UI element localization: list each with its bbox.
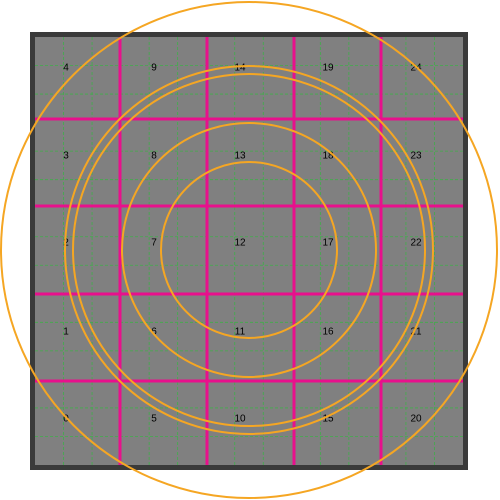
cell-label-7: 7 <box>151 238 157 249</box>
cell-label-9: 9 <box>151 63 157 74</box>
minor-grid-lines <box>35 37 463 465</box>
circle-4 <box>121 122 377 378</box>
cell-label-15: 15 <box>322 414 334 425</box>
circle-2 <box>64 65 434 435</box>
cell-label-5: 5 <box>151 414 157 425</box>
cell-label-20: 20 <box>410 414 422 425</box>
cell-label-11: 11 <box>235 327 246 338</box>
cell-label-8: 8 <box>151 151 157 162</box>
cell-label-21: 21 <box>410 327 422 338</box>
cell-label-14: 14 <box>234 63 246 74</box>
circle-5 <box>160 161 338 339</box>
major-grid-lines <box>35 37 463 465</box>
cell-label-19: 19 <box>322 63 334 74</box>
cell-label-17: 17 <box>322 238 334 249</box>
circle-3 <box>72 73 426 427</box>
cell-label-4: 4 <box>63 63 69 74</box>
cell-label-10: 10 <box>234 414 246 425</box>
cell-label-16: 16 <box>322 327 334 338</box>
cell-label-1: 1 <box>63 327 69 338</box>
cell-label-3: 3 <box>63 151 69 162</box>
cell-label-23: 23 <box>410 151 422 162</box>
cell-label-12: 12 <box>234 238 246 249</box>
cell-label-2: 2 <box>63 238 69 249</box>
cell-label-0: 0 <box>63 414 69 425</box>
cell-label-22: 22 <box>410 238 422 249</box>
frame <box>30 32 468 470</box>
grid-area <box>35 37 463 465</box>
cell-label-13: 13 <box>234 151 246 162</box>
cell-label-6: 6 <box>151 327 157 338</box>
cell-label-18: 18 <box>322 151 334 162</box>
